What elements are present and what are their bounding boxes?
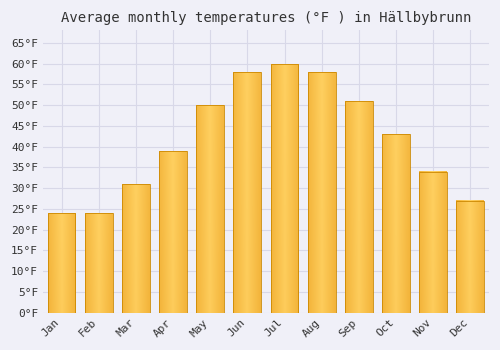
Bar xyxy=(270,64,298,313)
Bar xyxy=(382,134,410,313)
Bar xyxy=(48,213,76,313)
Title: Average monthly temperatures (°F ) in Hällbybrunn: Average monthly temperatures (°F ) in Hä… xyxy=(60,11,471,25)
Bar xyxy=(345,101,373,313)
Bar xyxy=(122,184,150,313)
Bar xyxy=(234,72,262,313)
Bar xyxy=(419,172,447,313)
Bar xyxy=(159,151,187,313)
Bar xyxy=(308,72,336,313)
Bar xyxy=(85,213,112,313)
Bar xyxy=(196,105,224,313)
Bar xyxy=(456,201,484,313)
